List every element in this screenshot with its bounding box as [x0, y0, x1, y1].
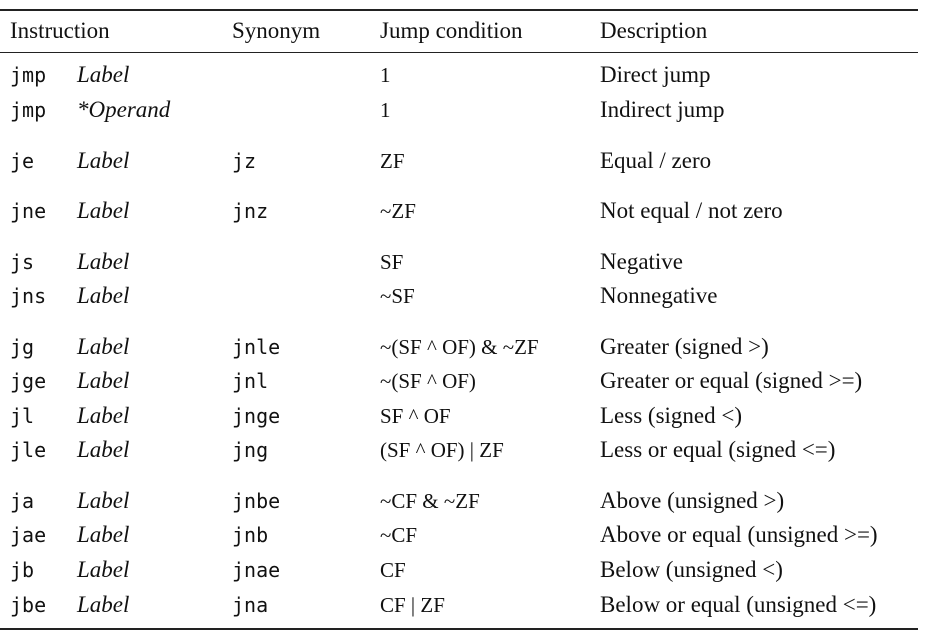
- instruction-cell: jb: [10, 558, 35, 582]
- description-cell: Direct jump: [600, 62, 711, 87]
- description-cell: Not equal / not zero: [600, 198, 783, 223]
- condition-cell: ~CF: [380, 523, 418, 547]
- table-row: jne Label jnz ~ZF Not equal / not zero: [0, 194, 943, 228]
- table-row: jmp *Operand 1 Indirect jump: [0, 93, 943, 127]
- condition-cell: ~(SF ^ OF) & ~ZF: [380, 335, 539, 359]
- table-row: jle Label jng (SF ^ OF) | ZF Less or equ…: [0, 433, 943, 467]
- operand-cell: Label: [77, 334, 130, 359]
- instruction-cell: jmp: [10, 63, 47, 87]
- description-cell: Equal / zero: [600, 148, 712, 173]
- synonym-cell: jna: [232, 593, 269, 617]
- operand-cell: Label: [77, 368, 130, 393]
- operand-cell: Label: [77, 437, 130, 462]
- table-row: jbe Label jna CF | ZF Below or equal (un…: [0, 588, 943, 622]
- instruction-cell: js: [10, 250, 35, 274]
- condition-cell: (SF ^ OF) | ZF: [380, 438, 504, 462]
- table-row: ja Label jnbe ~CF & ~ZF Above (unsigned …: [0, 484, 943, 518]
- instruction-cell: jge: [10, 369, 47, 393]
- table-row: jl Label jnge SF ^ OF Less (signed <): [0, 399, 943, 433]
- condition-cell: ~ZF: [380, 199, 416, 223]
- description-cell: Nonnegative: [600, 283, 718, 308]
- table-row: jb Label jnae CF Below (unsigned <): [0, 553, 943, 587]
- operand-cell: Label: [77, 488, 130, 513]
- table-row: jmp Label 1 Direct jump: [0, 58, 943, 92]
- instruction-cell: jae: [10, 523, 47, 547]
- condition-cell: CF | ZF: [380, 593, 445, 617]
- synonym-cell: jnl: [232, 369, 269, 393]
- synonym-cell: jng: [232, 438, 269, 462]
- operand-cell: Label: [77, 148, 130, 173]
- instruction-cell: ja: [10, 489, 35, 513]
- operand-cell: Label: [77, 522, 130, 547]
- instruction-cell: jmp: [10, 98, 47, 122]
- operand-cell: Label: [77, 592, 130, 617]
- table-row: jns Label ~SF Nonnegative: [0, 279, 943, 313]
- condition-cell: SF ^ OF: [380, 404, 451, 428]
- description-cell: Above or equal (unsigned >=): [600, 522, 878, 547]
- operand-cell: *Operand: [77, 97, 171, 122]
- instruction-cell: jbe: [10, 593, 47, 617]
- table-header: Instruction Synonym Jump condition Descr…: [0, 14, 943, 48]
- instruction-cell: jns: [10, 284, 47, 308]
- instruction-cell: jle: [10, 438, 47, 462]
- condition-cell: ~SF: [380, 284, 415, 308]
- operand-cell: Label: [77, 557, 130, 582]
- operand-cell: Label: [77, 198, 130, 223]
- description-cell: Greater (signed >): [600, 334, 769, 359]
- condition-cell: SF: [380, 250, 404, 274]
- header-jump-condition: Jump condition: [380, 18, 523, 43]
- description-cell: Less or equal (signed <=): [600, 437, 836, 462]
- instruction-cell: je: [10, 149, 35, 173]
- table-row: je Label jz ZF Equal / zero: [0, 144, 943, 178]
- condition-cell: CF: [380, 558, 406, 582]
- top-rule: [0, 9, 918, 11]
- bottom-rule: [0, 628, 918, 630]
- table-row: jae Label jnb ~CF Above or equal (unsign…: [0, 518, 943, 552]
- condition-cell: 1: [380, 63, 391, 87]
- description-cell: Greater or equal (signed >=): [600, 368, 863, 393]
- header-synonym: Synonym: [232, 18, 321, 43]
- synonym-cell: jnle: [232, 335, 281, 359]
- synonym-cell: jnb: [232, 523, 269, 547]
- table-row: jge Label jnl ~(SF ^ OF) Greater or equa…: [0, 364, 943, 398]
- table-row: js Label SF Negative: [0, 245, 943, 279]
- synonym-cell: jnge: [232, 404, 281, 428]
- instruction-cell: jne: [10, 199, 47, 223]
- instruction-cell: jg: [10, 335, 35, 359]
- description-cell: Negative: [600, 249, 684, 274]
- header-rule: [0, 52, 918, 54]
- instruction-cell: jl: [10, 404, 35, 428]
- condition-cell: ~(SF ^ OF): [380, 369, 476, 393]
- synonym-cell: jnae: [232, 558, 281, 582]
- operand-cell: Label: [77, 403, 130, 428]
- synonym-cell: jnz: [232, 199, 269, 223]
- operand-cell: Label: [77, 249, 130, 274]
- header-instruction: Instruction: [10, 18, 110, 43]
- operand-cell: Label: [77, 62, 130, 87]
- table-row: jg Label jnle ~(SF ^ OF) & ~ZF Greater (…: [0, 330, 943, 364]
- synonym-cell: jz: [232, 149, 257, 173]
- description-cell: Below or equal (unsigned <=): [600, 592, 877, 617]
- operand-cell: Label: [77, 283, 130, 308]
- synonym-cell: jnbe: [232, 489, 281, 513]
- description-cell: Above (unsigned >): [600, 488, 785, 513]
- header-description: Description: [600, 18, 708, 43]
- condition-cell: ~CF & ~ZF: [380, 489, 480, 513]
- description-cell: Less (signed <): [600, 403, 742, 428]
- description-cell: Below (unsigned <): [600, 557, 783, 582]
- description-cell: Indirect jump: [600, 97, 725, 122]
- condition-cell: 1: [380, 98, 391, 122]
- condition-cell: ZF: [380, 149, 405, 173]
